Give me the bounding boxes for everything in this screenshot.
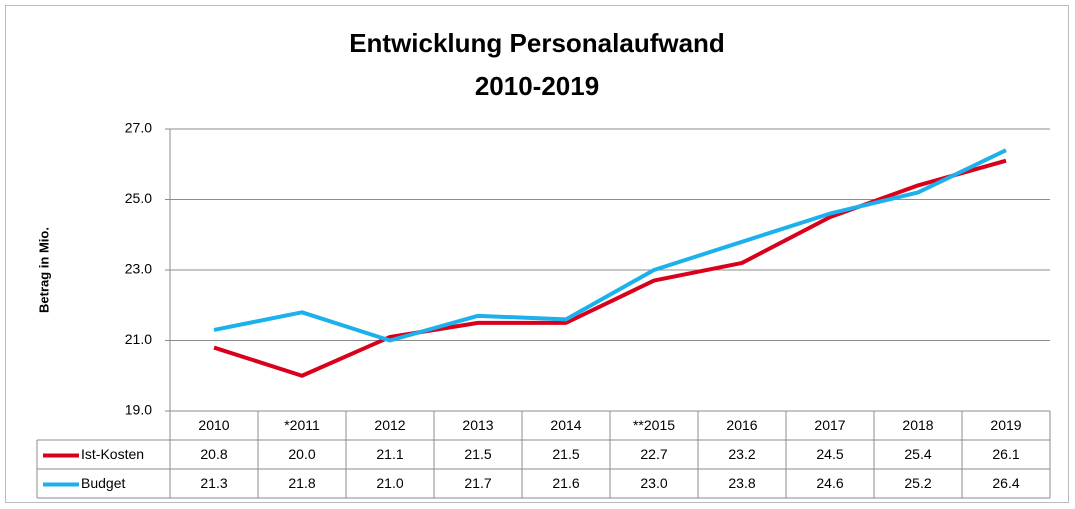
table-value: 21.3 [200,475,227,491]
table-value: 23.2 [728,446,755,462]
table-value: 21.8 [288,475,315,491]
y-tick-label: 23.0 [125,261,152,277]
y-tick-label: 19.0 [125,402,152,418]
x-tick-label: 2016 [726,417,757,433]
x-tick-label: 2019 [990,417,1021,433]
y-tick-label: 27.0 [125,120,152,136]
table-value: 26.4 [992,475,1019,491]
table-value: 25.4 [904,446,931,462]
table-value: 20.0 [288,446,315,462]
x-tick-label: 2010 [198,417,229,433]
x-tick-label: 2013 [462,417,493,433]
table-value: 25.2 [904,475,931,491]
series-line [213,148,1007,343]
y-tick-label: 21.0 [125,331,152,347]
chart-title: Entwicklung Personalaufwand [349,28,725,58]
x-tick-label: **2015 [633,417,675,433]
table-value: 23.0 [640,475,667,491]
table-value: 20.8 [200,446,227,462]
x-tick-label: 2014 [550,417,581,433]
table-value: 22.7 [640,446,667,462]
legend-label: Ist-Kosten [81,446,144,462]
x-tick-label: 2017 [814,417,845,433]
legend-label: Budget [81,475,125,491]
table-value: 21.1 [376,446,403,462]
x-tick-label: *2011 [284,417,320,433]
table-value: 21.0 [376,475,403,491]
chart-border [5,5,1069,503]
y-axis-title: Betrag in Mio. [36,227,51,313]
chart-subtitle: 2010-2019 [475,71,599,101]
x-tick-label: 2012 [374,417,405,433]
table-value: 24.6 [816,475,843,491]
table-value: 21.6 [552,475,579,491]
table-value: 21.7 [464,475,491,491]
y-tick-label: 25.0 [125,190,152,206]
table-value: 23.8 [728,475,755,491]
x-tick-label: 2018 [902,417,933,433]
table-value: 21.5 [464,446,491,462]
table-value: 21.5 [552,446,579,462]
table-value: 26.1 [992,446,1019,462]
table-value: 24.5 [816,446,843,462]
